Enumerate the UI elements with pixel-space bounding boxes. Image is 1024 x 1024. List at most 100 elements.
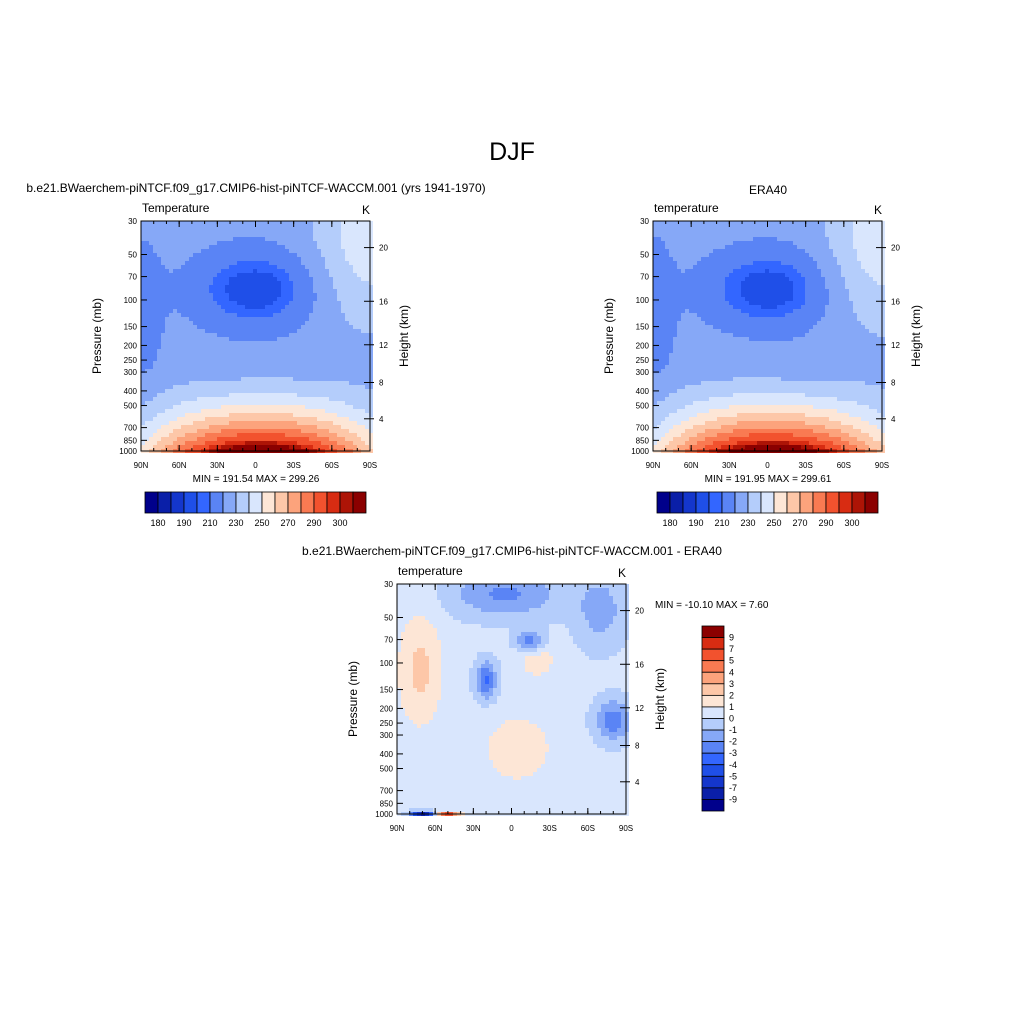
model-colorbar-label: 210	[202, 518, 217, 528]
obs-x-tick-label: 60N	[684, 461, 699, 470]
obs-y-tick-label: 700	[636, 424, 650, 433]
obs-height-tick-label: 16	[891, 297, 900, 306]
diff-colorbar-swatch	[701, 718, 725, 731]
obs-colorbar-swatch	[773, 491, 788, 514]
obs-y-tick-label: 200	[636, 341, 650, 350]
model-colorbar-swatch	[300, 491, 315, 514]
panel-obs-ylabel: Pressure (mb)	[602, 298, 616, 374]
diff-colorbar-label: 1	[729, 702, 734, 712]
diff-y-tick-label: 30	[384, 580, 393, 589]
diff-x-tick-label: 0	[509, 824, 514, 833]
diff-colorbar-swatch	[701, 787, 725, 800]
obs-y-tick-label: 100	[636, 296, 650, 305]
diff-colorbar-label: 5	[729, 656, 734, 666]
panel-obs-stats: MIN = 191.95 MAX = 299.61	[705, 474, 832, 485]
model-colorbar-label: 230	[228, 518, 243, 528]
panel-obs: ERA40 temperature K Pressure (mb) Height…	[602, 183, 923, 528]
obs-colorbar-swatch	[747, 491, 762, 514]
diff-colorbar-swatch	[701, 694, 725, 708]
obs-y-tick-label: 1000	[631, 447, 649, 456]
obs-colorbar-swatch	[721, 491, 736, 514]
panel-obs-colorbar: 180 190 210 230 250 270 290 300	[656, 491, 879, 528]
obs-y-tick-label: 500	[636, 402, 650, 411]
diff-colorbar-swatch	[701, 752, 725, 766]
obs-colorbar-swatch	[708, 491, 723, 514]
panel-diff-plot: 90N 60N 30N 0 30S 60S 90S 30 50 70 100 150 200 250 300…	[375, 580, 644, 833]
diff-colorbar-label: 7	[729, 644, 734, 654]
obs-colorbar-label: 180	[662, 518, 677, 528]
panel-model-colorbar: 180 190 210 230 250 270 290 300	[144, 491, 367, 528]
model-y-tick-label: 50	[128, 251, 137, 260]
model-field	[141, 221, 373, 453]
obs-x-tick-label: 90S	[875, 461, 889, 470]
obs-colorbar-swatch	[838, 491, 853, 514]
diff-y-tick-label: 850	[380, 799, 394, 808]
model-y-tick-label: 850	[124, 436, 138, 445]
panel-model-left-label: Temperature	[142, 201, 210, 215]
panel-obs-left-label: temperature	[654, 201, 719, 215]
diff-x-tick-label: 30S	[543, 824, 557, 833]
obs-x-tick-label: 90N	[646, 461, 661, 470]
model-x-tick-label: 0	[253, 461, 258, 470]
model-colorbar-label: 190	[176, 518, 191, 528]
obs-colorbar-label: 300	[844, 518, 859, 528]
model-colorbar-swatch	[274, 491, 289, 514]
panel-diff: b.e21.BWaerchem-piNTCF.f09_g17.CMIP6-his…	[302, 544, 769, 833]
diff-colorbar-label: -9	[729, 794, 737, 804]
figure-title: DJF	[489, 138, 535, 166]
diff-colorbar-label: 3	[729, 679, 734, 689]
diff-y-tick-label: 200	[380, 704, 394, 713]
diff-y-tick-label: 500	[380, 765, 394, 774]
model-y-tick-label: 200	[124, 341, 138, 350]
panel-model-units: K	[362, 203, 370, 217]
model-x-tick-label: 30N	[210, 461, 225, 470]
diff-y-tick-label: 50	[384, 614, 393, 623]
obs-y-tick-label: 50	[640, 251, 649, 260]
diff-y-tick-label: 150	[380, 686, 394, 695]
model-colorbar-swatch	[352, 491, 367, 514]
obs-y-tick-label: 250	[636, 356, 650, 365]
model-y-tick-label: 150	[124, 323, 138, 332]
panel-model-title: b.e21.BWaerchem-piNTCF.f09_g17.CMIP6-his…	[26, 181, 485, 195]
diff-colorbar-label: -3	[729, 748, 737, 758]
model-colorbar-swatch	[326, 491, 341, 514]
obs-colorbar-label: 270	[792, 518, 807, 528]
diff-colorbar-label: -5	[729, 771, 737, 781]
diff-colorbar-swatch	[701, 683, 725, 696]
model-height-tick-label: 12	[379, 341, 388, 350]
diff-x-tick-label: 90N	[390, 824, 405, 833]
model-colorbar-swatch	[183, 491, 198, 514]
model-y-tick-label: 100	[124, 296, 138, 305]
model-height-tick-label: 8	[379, 379, 384, 388]
obs-y-tick-label: 30	[640, 217, 649, 226]
diff-y-tick-label: 1000	[375, 810, 393, 819]
diff-x-tick-label: 30N	[466, 824, 481, 833]
obs-colorbar-label: 190	[688, 518, 703, 528]
diff-x-tick-label: 90S	[619, 824, 633, 833]
obs-colorbar-swatch	[760, 491, 775, 514]
obs-colorbar-swatch	[734, 491, 749, 514]
obs-y-tick-label: 150	[636, 323, 650, 332]
diff-colorbar-label: 2	[729, 690, 734, 700]
model-y-tick-label: 500	[124, 402, 138, 411]
obs-colorbar-swatch	[812, 491, 827, 514]
obs-colorbar-swatch	[669, 491, 684, 514]
obs-y-tick-label: 850	[636, 436, 650, 445]
obs-colorbar-label: 250	[766, 518, 781, 528]
panel-model-ylabel: Pressure (mb)	[90, 298, 104, 374]
diff-height-tick-label: 16	[635, 660, 644, 669]
diff-colorbar-label: 4	[729, 667, 734, 677]
model-colorbar-swatch	[222, 491, 237, 514]
diff-colorbar-label: -4	[729, 760, 737, 770]
obs-height-tick-label: 12	[891, 341, 900, 350]
model-colorbar-label: 270	[280, 518, 295, 528]
obs-height-tick-label: 20	[891, 244, 900, 253]
obs-colorbar-swatch	[799, 491, 814, 514]
model-colorbar-label: 290	[306, 518, 321, 528]
panel-diff-units: K	[618, 566, 626, 580]
model-colorbar-swatch	[157, 491, 172, 514]
diff-colorbar-swatch	[701, 648, 725, 662]
model-colorbar-swatch	[170, 491, 185, 514]
obs-height-tick-label: 8	[891, 379, 896, 388]
diff-height-tick-label: 4	[635, 778, 640, 787]
